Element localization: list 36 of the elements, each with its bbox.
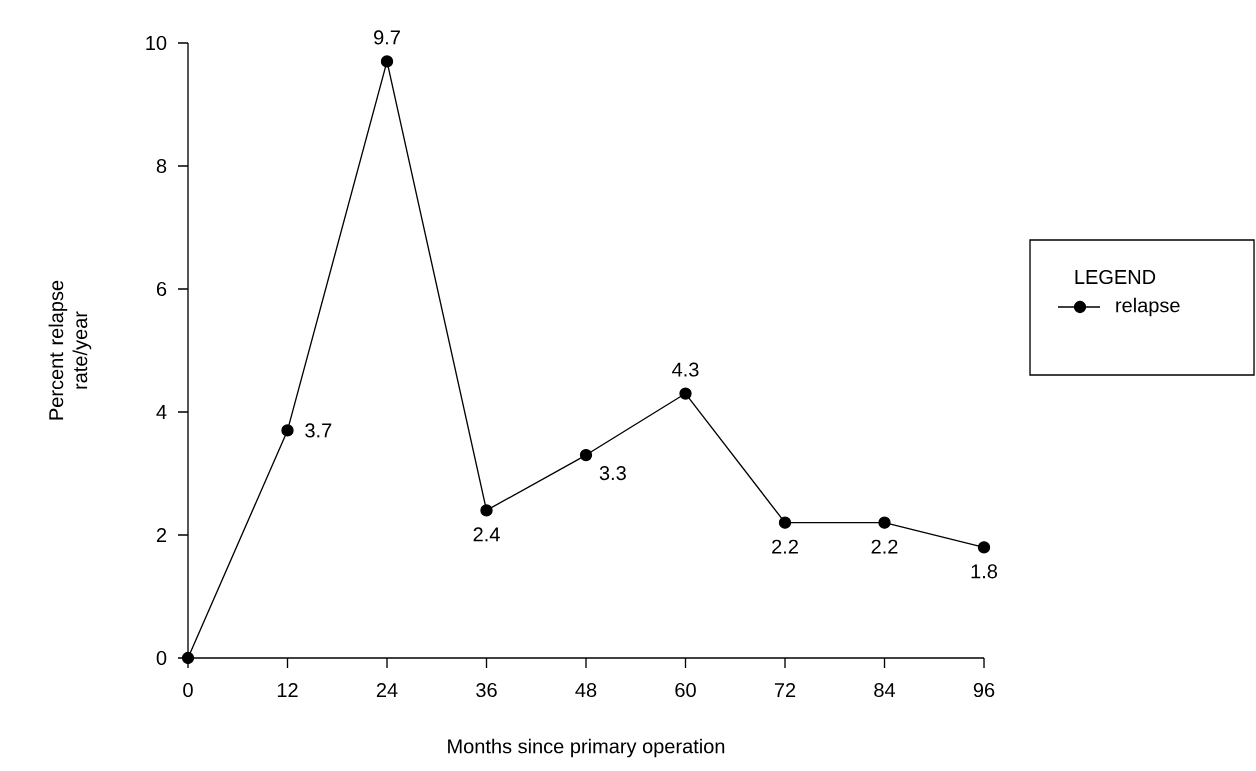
point [977,541,991,554]
point [480,504,493,517]
x-tick-label: 72 [774,682,796,697]
y-tick-label: 8 [156,158,167,174]
data-label: 2.2 [772,539,798,554]
x-axis-title: Months since primary operation [448,738,725,758]
data-label: 1.8 [971,564,998,579]
x-tick-label: 12 [277,682,298,697]
point [778,516,792,529]
x-tick-label: 48 [575,682,597,698]
x-tick-label: 24 [376,682,398,697]
y-tick-label: 0 [156,650,167,666]
legend-title: LEGEND [1075,269,1156,285]
x-tick-label: 0 [183,682,193,698]
data-label: 3.7 [305,423,332,438]
point [878,516,891,529]
point [281,424,294,437]
x-tick-label: 60 [675,682,696,698]
y-axis-title: Percent relapse rate/year [48,280,92,420]
data-label: 4.3 [672,362,699,377]
point [679,387,692,400]
point [380,55,394,68]
legend-label: relapse [1116,297,1180,317]
data-label: 3.3 [599,465,626,481]
data-label: 9.7 [374,30,400,45]
y-tick-label: 4 [156,405,167,419]
y-tick-label: 10 [146,35,167,51]
x-tick-label: 36 [476,682,497,698]
y-tick-label: 2 [156,528,167,542]
x-tick-label: 96 [973,682,995,698]
y-tick-label: 6 [156,281,167,297]
data-label: 2.4 [473,527,500,542]
point [181,651,195,665]
point [579,448,593,462]
x-tick-label: 84 [874,682,896,698]
data-label: 2.2 [871,539,898,554]
